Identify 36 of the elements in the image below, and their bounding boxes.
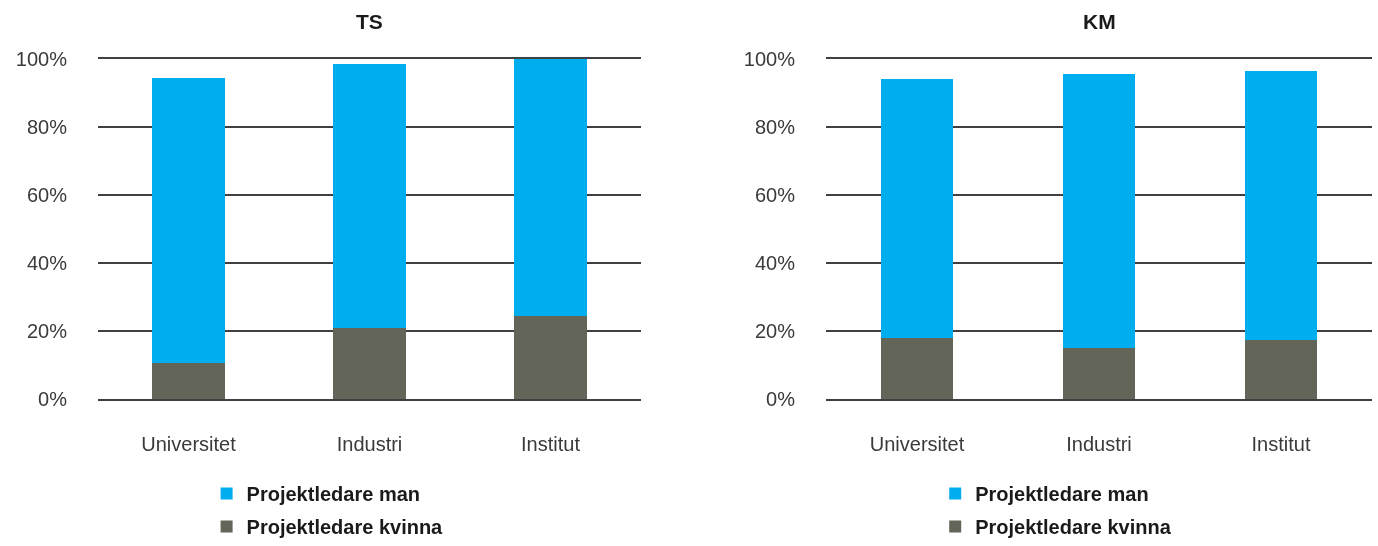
bar xyxy=(1244,70,1318,340)
y-tick-label: 80% xyxy=(26,116,68,138)
y-tick-label: 80% xyxy=(754,116,796,138)
y-tick-label: 0% xyxy=(38,388,68,410)
bar xyxy=(152,363,225,399)
x-tick-label: Industri xyxy=(1066,432,1132,455)
legend-label: Projektledare man xyxy=(975,483,1149,506)
bar xyxy=(514,315,587,399)
x-tick-label: Industri xyxy=(336,432,403,455)
y-tick-label: 100% xyxy=(15,48,68,70)
y-tick-label: 60% xyxy=(754,184,796,206)
x-tick-label: Institut xyxy=(521,432,581,455)
bar xyxy=(333,64,406,328)
bar xyxy=(1244,339,1318,399)
y-tick-label: 0% xyxy=(766,388,796,410)
chart-title: TS xyxy=(356,10,383,33)
y-tick-label: 20% xyxy=(26,320,68,342)
legend-label: Projektledare man xyxy=(246,483,421,506)
x-tick-label: Universitet xyxy=(141,432,237,455)
bar xyxy=(1062,348,1136,399)
y-tick-label: 100% xyxy=(743,48,796,70)
y-tick-label: 20% xyxy=(754,320,796,342)
y-tick-label: 40% xyxy=(754,252,796,274)
legend-label: Projektledare kvinna xyxy=(975,516,1172,539)
bar xyxy=(880,79,954,338)
legend-label: Projektledare kvinna xyxy=(246,516,444,539)
y-tick-label: 60% xyxy=(26,184,68,206)
bar xyxy=(1062,74,1136,348)
x-tick-label: Universitet xyxy=(869,432,965,455)
bar xyxy=(880,337,954,399)
bar xyxy=(514,59,587,316)
bar xyxy=(333,327,406,399)
bar xyxy=(152,77,225,364)
y-tick-label: 40% xyxy=(26,252,68,274)
chart-title: KM xyxy=(1083,10,1116,33)
x-tick-label: Institut xyxy=(1251,432,1311,455)
